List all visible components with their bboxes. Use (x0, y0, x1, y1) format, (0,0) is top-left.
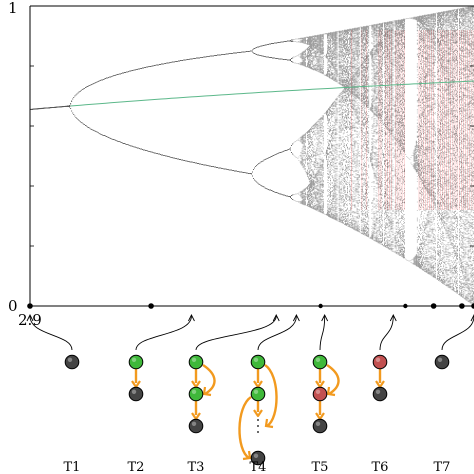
transition-arrowhead (253, 409, 263, 418)
connector-arrowhead (272, 313, 280, 322)
connector-arrowhead (292, 313, 300, 322)
connector-arrowhead (321, 313, 329, 322)
connector-arrowhead (188, 313, 195, 322)
node-highlight (253, 389, 259, 394)
unstable-fixed-point-curve (70, 80, 474, 107)
node-highlight (315, 389, 321, 394)
node-highlight (437, 357, 443, 362)
transition-type-label: T6 (372, 460, 389, 474)
green-state-node (188, 354, 204, 370)
green-state-node (312, 354, 328, 370)
bifurcation-plot (30, 6, 474, 306)
schema-connector (441, 315, 474, 351)
chaotic-cloud (293, 6, 474, 306)
dark-state-node (312, 418, 328, 434)
schema-connector (29, 315, 73, 351)
dark-state-node (128, 386, 144, 402)
connector-arrowhead (26, 313, 34, 322)
y-tick-label-top: 1 (8, 0, 18, 17)
axis-marker-dot (27, 303, 33, 309)
node-highlight (131, 389, 137, 394)
transition-type-label: T4 (250, 460, 267, 474)
node-highlight (253, 453, 259, 458)
bypass-arrow (326, 364, 340, 396)
node-highlight (191, 389, 197, 394)
red-state-node (312, 386, 328, 402)
periodic-branches (30, 39, 294, 201)
axis-marker-dot (148, 303, 154, 309)
dark-state-node (188, 418, 204, 434)
bypass-arrowhead (264, 418, 274, 429)
stable-fixed-point-curve (30, 105, 71, 110)
schema-connector (135, 315, 192, 351)
bypass-arrowhead (326, 386, 336, 397)
transition-type-label: T5 (312, 460, 329, 474)
bypass-arrow (264, 364, 278, 428)
schema-connector (195, 315, 277, 351)
dark-state-node (250, 450, 266, 466)
bypass-arrow (238, 396, 252, 460)
green-state-node (250, 386, 266, 402)
ellipsis-dot (257, 419, 259, 421)
node-highlight (191, 421, 197, 426)
plot-axes: 1 0 2.9 (8, 0, 474, 329)
transition-type-label: T3 (188, 460, 205, 474)
ellipsis-dot (257, 425, 259, 427)
green-state-node (188, 386, 204, 402)
dark-state-node (434, 354, 450, 370)
node-highlight (375, 357, 381, 362)
axis-marker-dot (430, 303, 437, 309)
node-highlight (315, 421, 321, 426)
transition-type-label: T2 (128, 460, 145, 474)
node-highlight (253, 357, 259, 362)
node-highlight (67, 357, 73, 362)
axis-marker-dot-minor (318, 303, 323, 309)
green-state-node (128, 354, 144, 370)
node-highlight (315, 357, 321, 362)
y-tick-label-bottom: 0 (8, 297, 18, 315)
bypass-arrow (202, 364, 216, 396)
connector-arrowhead (470, 313, 474, 322)
axis-marker-dot-minor (403, 303, 408, 309)
node-highlight (131, 357, 137, 362)
bypass-arrowhead (202, 386, 212, 397)
dark-state-node (64, 354, 80, 370)
node-highlight (375, 389, 381, 394)
attractor-group (30, 6, 474, 306)
schema-connector (379, 315, 394, 351)
axis-marker-dot (459, 303, 465, 309)
schema-connector (257, 315, 297, 351)
dark-state-node (372, 386, 388, 402)
transition-type-label: T1 (64, 460, 81, 474)
transition-type-label: T7 (434, 460, 451, 474)
node-highlight (191, 357, 197, 362)
schema-connector (319, 315, 326, 351)
connector-arrowhead (389, 313, 397, 322)
green-state-node (250, 354, 266, 370)
axis-marker-dot (471, 303, 474, 309)
ellipsis-dot (257, 431, 259, 433)
transition-schemas: T1 T2 T3 T4 T5 T6 T7 (26, 313, 474, 474)
red-state-node (372, 354, 388, 370)
x-tick-label-start: 2.9 (18, 311, 42, 329)
bypass-arrowhead (242, 450, 252, 461)
